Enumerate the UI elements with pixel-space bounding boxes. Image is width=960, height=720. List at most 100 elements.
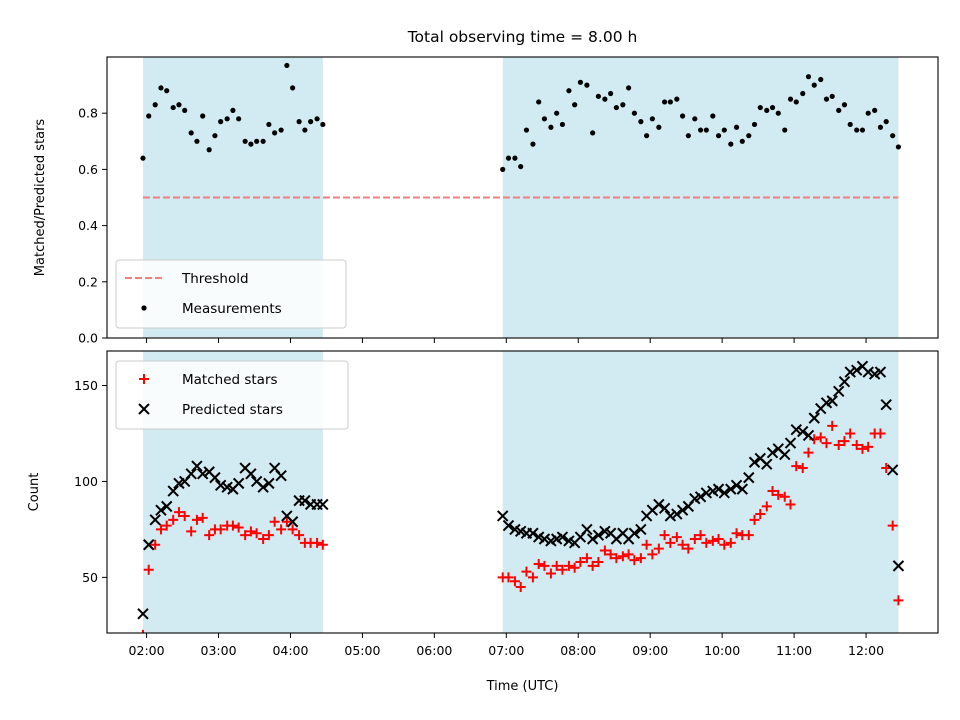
- predicted-star-point: [761, 458, 773, 470]
- matched-star-point: [569, 562, 580, 573]
- legend-label: Matched stars: [182, 372, 278, 388]
- predicted-star-point: [833, 385, 845, 397]
- predicted-star-point: [725, 483, 737, 495]
- measurement-point: [182, 107, 188, 113]
- predicted-star-point: [191, 460, 203, 472]
- measurement-point: [775, 110, 781, 116]
- predicted-star-point: [718, 487, 731, 499]
- matched-star-point: [227, 520, 238, 531]
- measurement-point: [865, 110, 871, 116]
- matched-star-point: [515, 581, 526, 592]
- matched-star-point: [161, 520, 172, 531]
- matched-star-point: [551, 560, 562, 571]
- measurement-point: [769, 104, 776, 111]
- matched-star-point: [647, 549, 658, 560]
- measurement-point: [841, 102, 848, 108]
- legend-swatch-measurements: [141, 305, 147, 311]
- predicted-star-point: [286, 516, 299, 528]
- matched-star-point: [851, 440, 862, 450]
- measurement-point: [667, 99, 673, 105]
- markers-0: [140, 62, 902, 172]
- matched-star-point: [533, 558, 544, 569]
- matched-star-point: [233, 522, 244, 533]
- matched-star-point: [269, 516, 280, 527]
- plot-frame-1: [106, 350, 939, 634]
- matched-star-point: [605, 549, 616, 560]
- measurement-point: [212, 133, 218, 139]
- predicted-star-point: [209, 471, 221, 484]
- measurement-point: [308, 119, 314, 125]
- matched-star-point: [755, 509, 766, 520]
- measurement-point: [176, 102, 182, 108]
- predicted-star-point: [263, 477, 275, 490]
- predicted-star-point: [581, 523, 593, 536]
- ratio-panel: Matched/Predicted stars 0.0 0.2 0.4 0.6 0.8 T…: [33, 56, 939, 346]
- predicted-star-point: [766, 446, 779, 459]
- measurement-point: [800, 90, 806, 97]
- matched-star-point: [671, 532, 682, 543]
- measurement-point: [661, 99, 668, 105]
- measurement-point: [236, 116, 242, 122]
- measurement-point: [188, 130, 194, 136]
- matched-star-point: [893, 595, 904, 606]
- predicted-star-point: [232, 477, 245, 490]
- y-tick-label: 0.0: [78, 331, 98, 346]
- measurement-point: [146, 113, 152, 119]
- measurement-point: [877, 124, 884, 130]
- measurement-point: [559, 121, 566, 128]
- measurement-point: [218, 119, 224, 125]
- predicted-star-point: [185, 468, 197, 480]
- measurement-point: [715, 133, 722, 139]
- predicted-star-point: [743, 471, 755, 484]
- measurement-point: [890, 133, 896, 139]
- predicted-star-point: [892, 560, 905, 572]
- predicted-star-point: [826, 395, 838, 407]
- chart-title: Total observing time = 8.00 h: [407, 28, 638, 46]
- matched-star-point: [791, 461, 802, 472]
- x-tick-label: 07:00: [488, 643, 524, 658]
- measurement-point: [230, 107, 236, 113]
- predicted-star-point: [299, 494, 311, 507]
- x-axis-label: Time (UTC): [486, 679, 559, 694]
- ratio-y-axis-label: Matched/Predicted stars: [33, 119, 48, 277]
- measurement-point: [590, 130, 596, 136]
- matched-star-point: [695, 530, 706, 541]
- y-tick-label: 100: [74, 474, 98, 489]
- measurement-point: [158, 85, 164, 91]
- matched-star-point: [761, 501, 772, 512]
- measurement-point: [751, 121, 758, 128]
- y-tick-label: 0.2: [78, 274, 98, 289]
- x-tick-label: 05:00: [344, 643, 380, 658]
- measurement-point: [697, 127, 704, 133]
- measurement-point: [248, 141, 254, 147]
- measurement-point: [200, 113, 206, 119]
- matched-star-point: [809, 434, 820, 445]
- matched-star-point: [317, 539, 328, 550]
- count-panel: Count 50 100 150 02:00 03:00 04:00 05:00 06:00 0…: [27, 350, 939, 658]
- matched-star-point: [173, 507, 184, 518]
- measurement-point: [170, 104, 176, 111]
- predicted-star-point: [161, 500, 173, 513]
- measurement-point: [733, 124, 740, 130]
- measurement-point: [739, 138, 745, 144]
- measurement-point: [793, 99, 799, 105]
- legend-swatch-matched: [139, 374, 149, 384]
- measurement-point: [721, 127, 727, 133]
- measurement-point: [164, 88, 170, 94]
- measurement-point: [518, 163, 524, 170]
- measurement-point: [242, 138, 248, 144]
- matched-star-point: [197, 512, 208, 523]
- measurement-point: [854, 127, 860, 133]
- measurement-point: [818, 76, 824, 83]
- measurement-point: [836, 107, 842, 113]
- x-tick-label: 09:00: [632, 643, 668, 658]
- legend-0: Threshold Measurements: [115, 259, 347, 329]
- count-y-axis-label: Count: [27, 473, 42, 512]
- matched-star-point: [797, 463, 808, 474]
- measurement-point: [260, 138, 266, 144]
- matched-star-point: [617, 551, 628, 562]
- matched-star-point: [563, 560, 574, 571]
- matched-star-point: [141, 629, 144, 633]
- matched-star-point: [689, 534, 700, 544]
- predicted-star-point: [586, 533, 599, 545]
